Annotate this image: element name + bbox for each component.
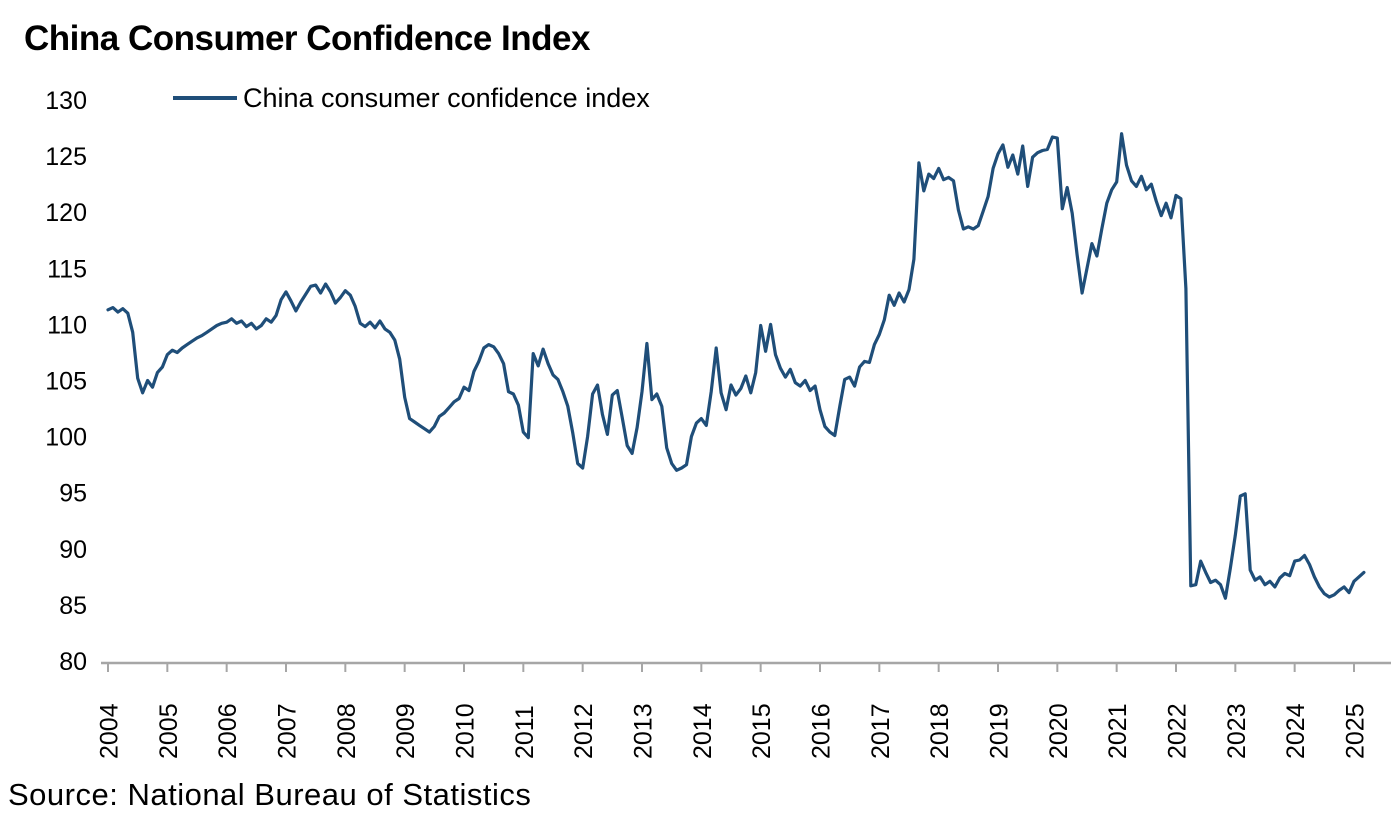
- x-tick-label: 2014: [689, 703, 717, 759]
- x-tick-label: 2007: [273, 703, 301, 759]
- x-tick-label: 2024: [1282, 703, 1310, 759]
- x-tick-label: 2006: [214, 703, 242, 759]
- x-tick-label: 2021: [1104, 703, 1132, 759]
- y-tick-label: 90: [59, 536, 87, 564]
- x-tick-label: 2020: [1045, 703, 1073, 759]
- data-series-line: [108, 134, 1364, 599]
- source-note: Source: National Bureau of Statistics: [8, 777, 531, 812]
- x-tick-label: 2005: [155, 703, 183, 759]
- y-tick-label: 115: [47, 255, 87, 283]
- x-tick-label: 2004: [96, 703, 124, 759]
- x-tick-label: 2009: [392, 703, 420, 759]
- y-tick-label: 110: [47, 311, 87, 339]
- legend-label: China consumer confidence index: [243, 83, 650, 113]
- x-tick-label: 2011: [511, 705, 539, 759]
- y-tick-label: 130: [45, 87, 87, 115]
- x-tick-label: 2012: [570, 703, 598, 759]
- x-tick-label: 2018: [926, 703, 954, 759]
- y-tick-label: 100: [45, 424, 87, 452]
- y-axis-labels: 80 85 90 95 100 105 110 115 120 125 130: [45, 87, 87, 676]
- chart-title: China Consumer Confidence Index: [24, 19, 591, 58]
- y-tick-label: 85: [59, 592, 87, 620]
- x-tick-label: 2016: [807, 703, 835, 759]
- y-tick-label: 105: [45, 368, 87, 396]
- x-tick-label: 2017: [867, 703, 895, 759]
- y-tick-label: 95: [59, 480, 87, 508]
- y-tick-label: 120: [45, 199, 87, 227]
- x-tick-label: 2023: [1223, 703, 1251, 759]
- x-tick-label: 2010: [451, 703, 479, 759]
- x-tick-label: 2022: [1163, 703, 1191, 759]
- y-tick-label: 125: [45, 143, 87, 171]
- x-axis: 2004 2005 2006 2007 2008 2009 2010 2011 2012 2013…: [96, 663, 1391, 759]
- legend: China consumer confidence index: [173, 83, 650, 113]
- x-tick-label: 2008: [333, 703, 361, 759]
- x-tick-label: 2025: [1341, 703, 1369, 759]
- x-tick-label: 2013: [629, 703, 657, 759]
- x-tick-label: 2019: [985, 703, 1013, 759]
- x-tick-label: 2015: [748, 703, 776, 759]
- y-tick-label: 80: [59, 648, 87, 676]
